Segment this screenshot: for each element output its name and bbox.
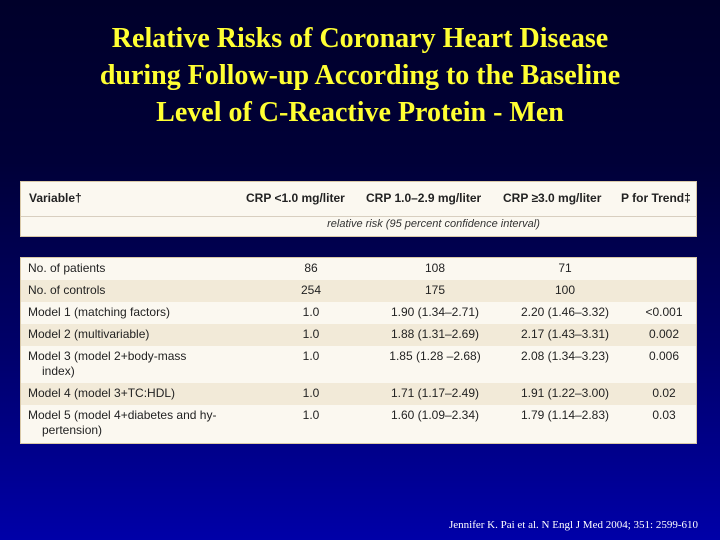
header-variable: Variable†: [29, 191, 82, 205]
row-label: Model 4 (model 3+TC:HDL): [28, 386, 175, 401]
row-label: Model 1 (matching factors): [28, 305, 170, 320]
cell-p: 0.02: [652, 386, 676, 400]
cell-p: <0.001: [645, 305, 683, 319]
row-label-line: Model 2 (multivariable): [28, 327, 150, 341]
cell-c3: 100: [554, 283, 576, 297]
header-p-trend: P for Trend‡: [621, 191, 691, 205]
cell-c2: 1.71 (1.17–2.49): [390, 386, 480, 400]
header-crp-mid: CRP 1.0–2.9 mg/liter: [366, 191, 482, 205]
table-header-panel: Variable† CRP <1.0 mg/liter CRP 1.0–2.9 …: [20, 181, 697, 237]
table-header-row: Variable† CRP <1.0 mg/liter CRP 1.0–2.9 …: [21, 182, 696, 217]
row-label: Model 2 (multivariable): [28, 327, 149, 342]
row-label-line: Model 3 (model 2+body-mass: [28, 349, 187, 363]
slide-title: Relative Risks of Coronary Heart Disease…: [0, 20, 720, 131]
cell-c1: 86: [304, 261, 318, 275]
slide-title-line-1: Relative Risks of Coronary Heart Disease: [111, 23, 609, 54]
slide-title-line-2: during Follow-up According to the Baseli…: [99, 60, 621, 91]
cell-c2: 1.88 (1.31–2.69): [390, 327, 480, 341]
table-row: Model 1 (matching factors) 1.0 1.90 (1.34–…: [21, 302, 696, 324]
cell-c1: 1.0: [302, 386, 320, 400]
row-label-line: Model 4 (model 3+TC:HDL): [28, 386, 176, 400]
citation: Jennifer K. Pai et al. N Engl J Med 2004…: [449, 519, 698, 531]
row-label-line: No. of patients: [28, 261, 106, 275]
cell-p: 0.03: [652, 408, 676, 422]
cell-p: 0.002: [648, 327, 680, 341]
cell-c3: 1.91 (1.22–3.00): [520, 386, 610, 400]
row-label-line: No. of controls: [28, 283, 106, 297]
row-label-line: Model 1 (matching factors): [28, 305, 171, 319]
table-row: Model 2 (multivariable) 1.0 1.88 (1.31–2.6…: [21, 324, 696, 346]
table-subheader: relative risk (95 percent confidence int…: [327, 218, 540, 230]
table-row: Model 4 (model 3+TC:HDL) 1.0 1.71 (1.17–2.…: [21, 383, 696, 405]
table-body-panel: No. of patients 86 108 71 No. of controls 254…: [20, 257, 697, 444]
row-label: Model 3 (model 2+body-mass index): [28, 349, 186, 379]
table-row: Model 5 (model 4+diabetes and hy-pertens…: [21, 405, 696, 442]
cell-c3: 1.79 (1.14–2.83): [520, 408, 610, 422]
cell-c2: 108: [424, 261, 446, 275]
row-label: No. of patients: [28, 261, 105, 276]
cell-c1: 254: [300, 283, 322, 297]
row-label-line: index): [42, 364, 75, 378]
cell-c1: 1.0: [302, 408, 320, 422]
table-row: Model 3 (model 2+body-mass index) 1.0 1.85 …: [21, 346, 696, 383]
cell-c1: 1.0: [302, 327, 320, 341]
table-row: No. of patients 86 108 71: [21, 258, 696, 280]
row-label: Model 5 (model 4+diabetes and hy-pertens…: [28, 408, 216, 438]
row-label-line: pertension): [42, 423, 103, 437]
table-row: No. of controls 254 175 100: [21, 280, 696, 302]
cell-c1: 1.0: [302, 305, 320, 319]
cell-c3: 2.17 (1.43–3.31): [520, 327, 610, 341]
cell-c2: 1.90 (1.34–2.71): [390, 305, 480, 319]
header-crp-low: CRP <1.0 mg/liter: [246, 191, 345, 205]
cell-c1: 1.0: [302, 349, 320, 363]
row-label: No. of controls: [28, 283, 105, 298]
cell-p: 0.006: [648, 349, 680, 363]
row-label-line: Model 5 (model 4+diabetes and hy-: [28, 408, 217, 422]
cell-c2: 175: [424, 283, 446, 297]
cell-c2: 1.85 (1.28 –2.68): [389, 349, 481, 363]
slide-title-line-3: Level of C-Reactive Protein - Men: [156, 97, 564, 128]
cell-c2: 1.60 (1.09–2.34): [390, 408, 480, 422]
header-crp-high: CRP ≥3.0 mg/liter: [503, 191, 602, 205]
cell-c3: 2.20 (1.46–3.32): [520, 305, 610, 319]
cell-c3: 71: [558, 261, 572, 275]
cell-c3: 2.08 (1.34–3.23): [520, 349, 610, 363]
